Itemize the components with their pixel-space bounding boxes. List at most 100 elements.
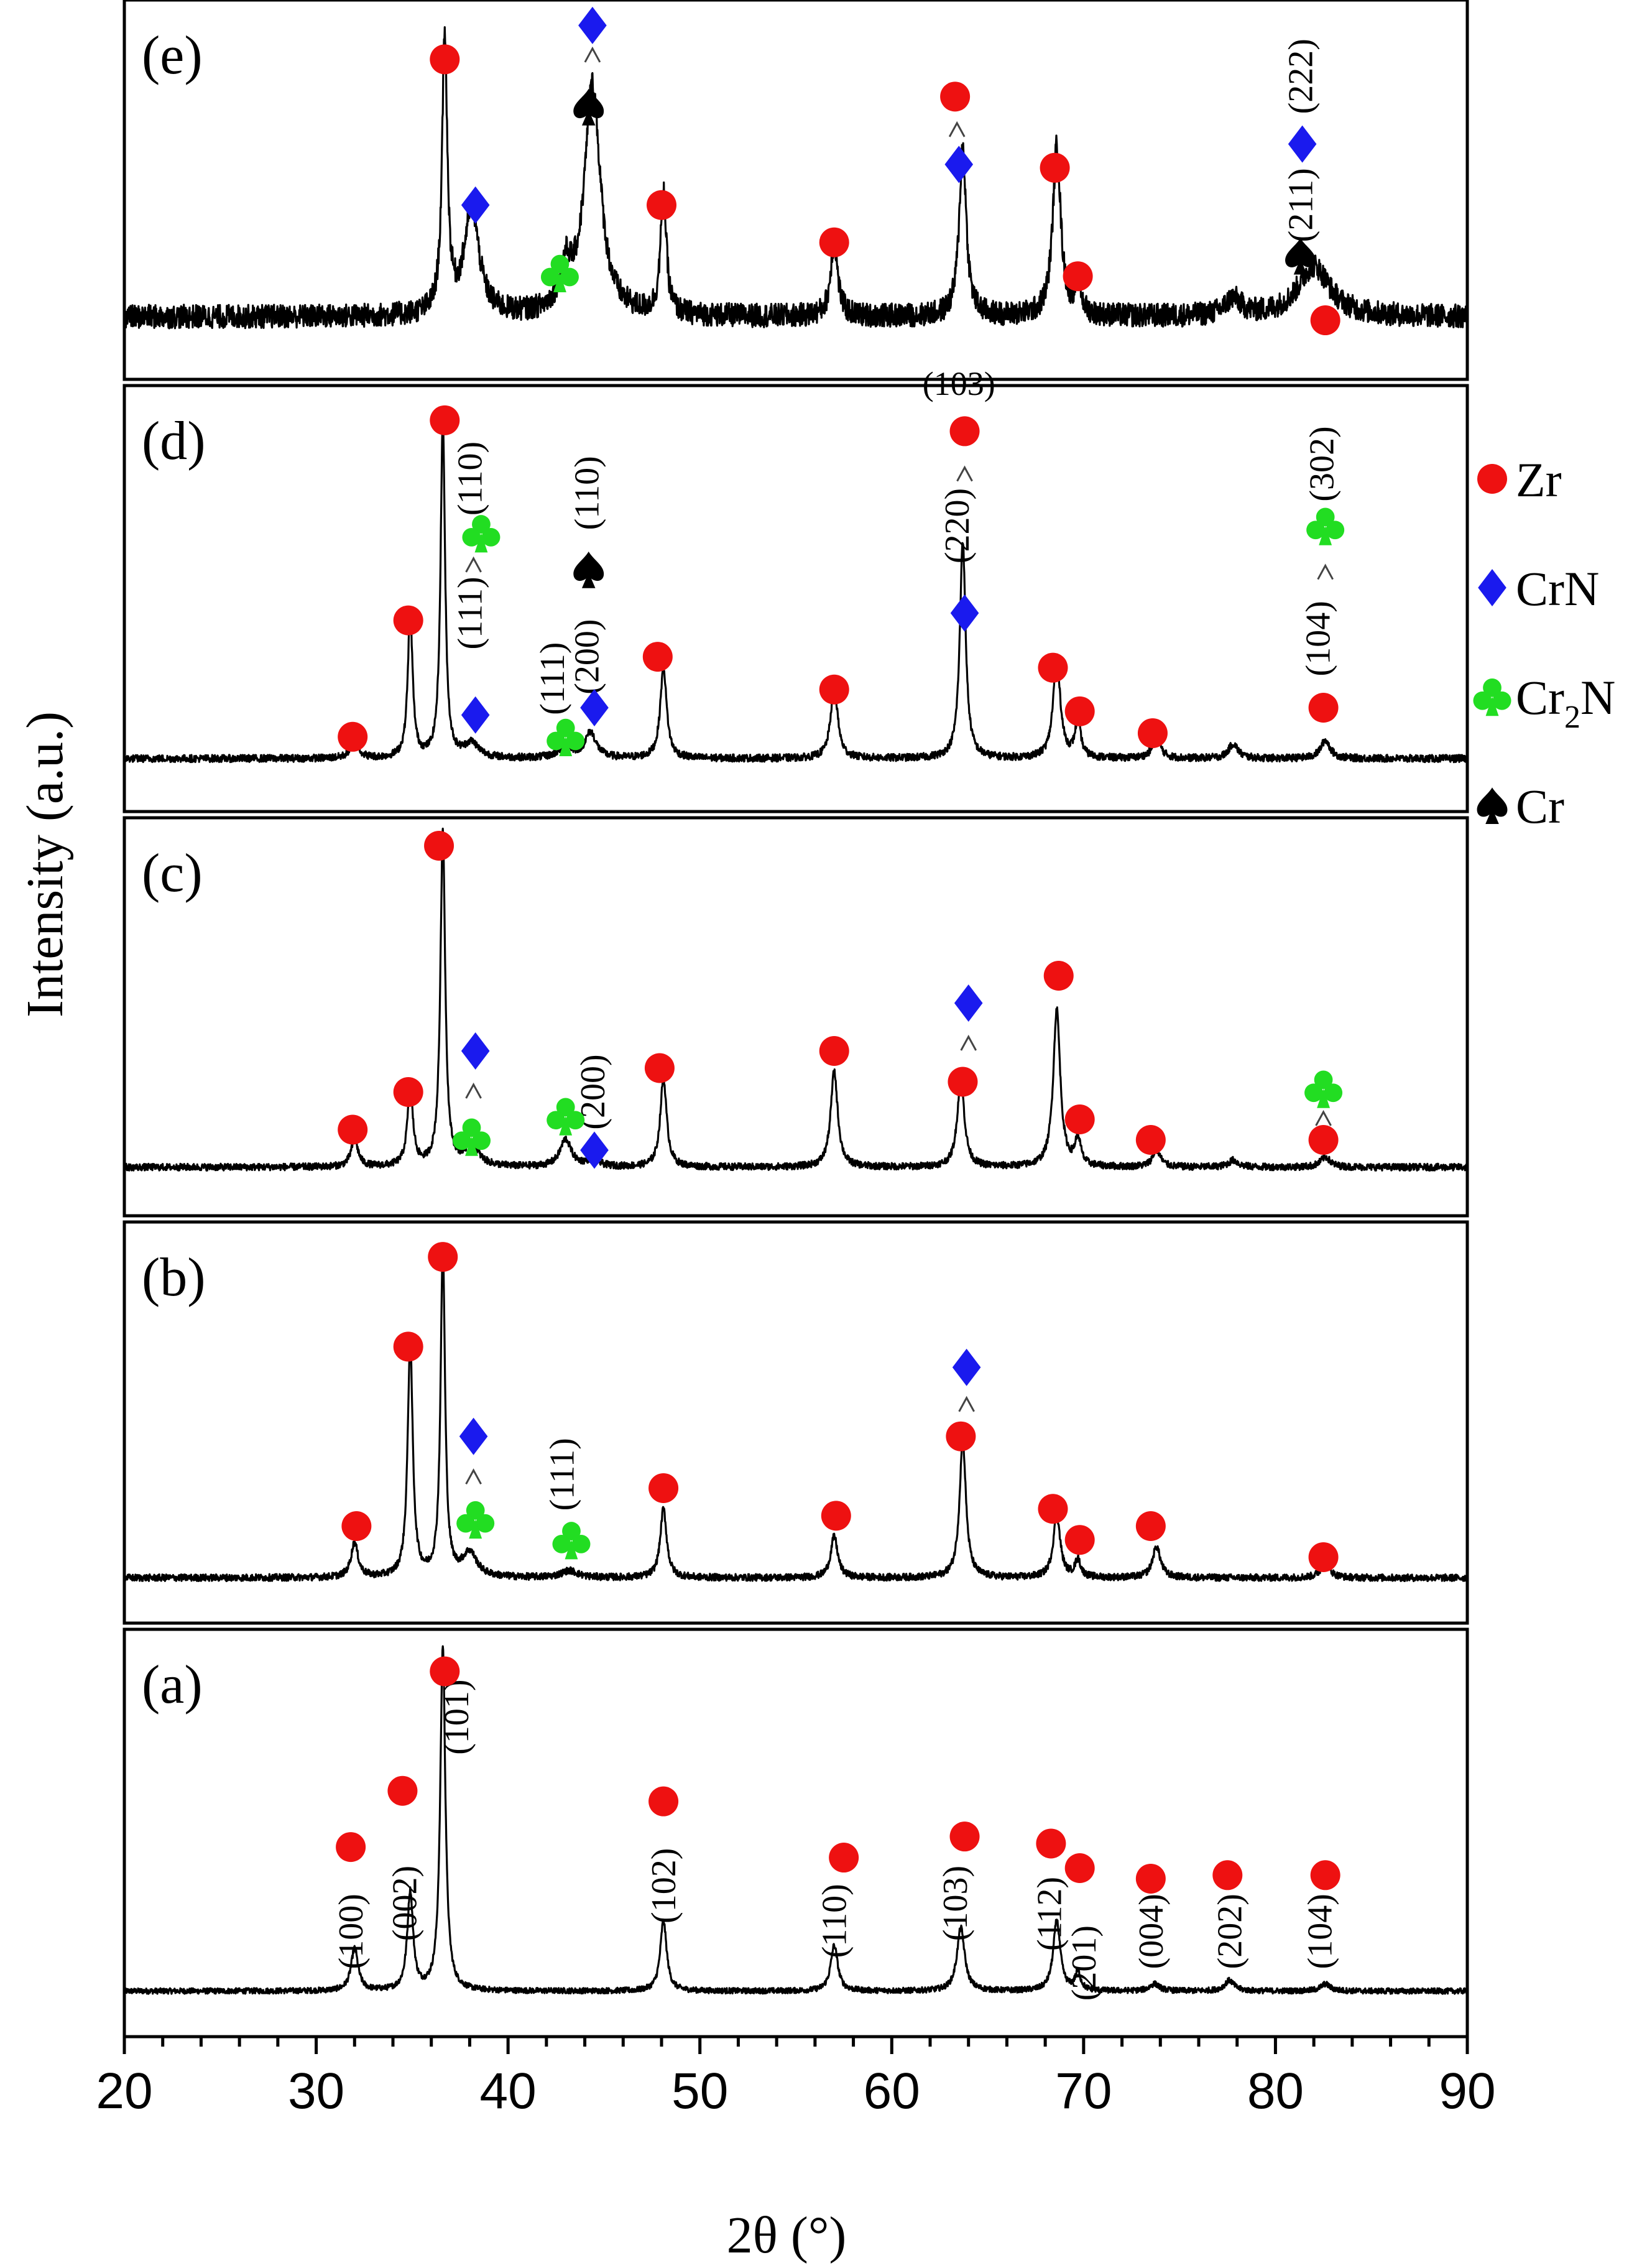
marker-zr <box>821 1501 851 1531</box>
marker-zr <box>949 416 980 447</box>
x-axis-label: 2θ (°) <box>727 2206 847 2264</box>
hkl-label: (202) <box>1211 1894 1249 1969</box>
marker-zr <box>1040 152 1070 183</box>
marker-cr2n <box>1304 1070 1343 1108</box>
overlap-caret <box>960 1034 977 1051</box>
marker-cr <box>573 551 604 588</box>
marker-zr <box>948 1067 978 1097</box>
hkl-label: (104) <box>1299 601 1337 676</box>
hkl-label: (111) <box>451 576 489 649</box>
legend-label: Cr <box>1516 779 1564 833</box>
overlap-caret <box>948 121 966 137</box>
panel-d: (d)(111)(110)(111)(200)(110) (220)(104)(3… <box>122 365 1469 813</box>
x-tick-label: 60 <box>864 2063 920 2119</box>
marker-zr <box>644 1053 675 1083</box>
marker-cr2n <box>547 1098 585 1136</box>
marker-zr <box>1310 1860 1340 1891</box>
x-tick-label: 30 <box>288 2063 344 2119</box>
marker-zr <box>819 674 849 705</box>
x-tick-label: 50 <box>671 2063 728 2119</box>
hkl-label: (103) <box>936 1866 975 1941</box>
marker-zr <box>940 81 971 112</box>
marker-zr <box>387 1775 418 1806</box>
marker-cr <box>573 88 604 126</box>
marker-zr <box>1064 696 1095 726</box>
overlap-caret <box>584 46 601 63</box>
marker-cr2n <box>462 515 501 553</box>
marker-cr2n <box>540 254 579 292</box>
legend-crn-icon <box>1478 569 1506 606</box>
legend: Zr CrN Cr2N Cr <box>1473 453 1615 833</box>
marker-zr <box>949 1821 980 1852</box>
overlap-caret <box>465 556 482 573</box>
marker-cr2n <box>547 718 585 756</box>
x-tick-label: 40 <box>480 2063 537 2119</box>
marker-zr <box>648 1786 679 1817</box>
marker-zr <box>1310 305 1340 336</box>
marker-crn <box>461 696 490 734</box>
hkl-label: (004) <box>1132 1894 1171 1969</box>
overlap-caret <box>1315 1109 1332 1126</box>
legend-item-cr: Cr <box>1477 779 1564 833</box>
hkl-label: (100) <box>332 1894 371 1969</box>
hkl-label: (110) <box>451 442 489 516</box>
marker-zr <box>819 227 849 257</box>
y-axis-label: Intensity (a.u.) <box>16 711 74 1017</box>
marker-zr <box>428 1242 458 1272</box>
panel-a: (a)(100) (002)(101)(102) (110) (103) (112)(2… <box>122 1627 1469 2039</box>
overlap-caret <box>958 1396 975 1412</box>
hkl-label: (102) <box>645 1848 683 1923</box>
legend-item-crn: CrN <box>1478 562 1599 616</box>
panel-frame <box>122 384 1469 813</box>
legend-cr2n-icon <box>1473 678 1511 716</box>
x-tick-label: 20 <box>96 2063 152 2119</box>
panel-c: (c)(200) <box>122 816 1469 1218</box>
legend-item-zr: Zr <box>1477 453 1562 507</box>
hkl-label: (222) <box>1282 39 1321 114</box>
marker-zr <box>393 1077 423 1107</box>
pattern-line-a <box>123 1645 1469 1995</box>
marker-cr2n <box>552 1522 591 1560</box>
marker-crn <box>952 1348 981 1386</box>
hkl-label: (200) <box>568 619 607 694</box>
marker-zr <box>393 605 423 636</box>
pattern-line-d <box>123 418 1469 764</box>
marker-cr2n <box>456 1501 495 1539</box>
marker-zr <box>430 44 460 75</box>
marker-zr <box>1064 1853 1095 1883</box>
marker-crn <box>459 1417 488 1455</box>
hkl-label: (111) <box>533 642 572 715</box>
pattern-line-c <box>123 827 1469 1172</box>
overlap-caret <box>465 1082 482 1099</box>
marker-crn <box>1288 125 1317 163</box>
marker-zr <box>393 1331 423 1362</box>
hkl-label: (103) <box>923 365 995 402</box>
overlap-caret <box>956 465 973 482</box>
panel-label-e: (e) <box>142 25 203 86</box>
legend-label: Zr <box>1516 453 1562 507</box>
marker-zr <box>336 1832 366 1863</box>
marker-zr <box>1038 1494 1068 1524</box>
marker-zr <box>829 1843 859 1873</box>
marker-zr <box>1038 652 1068 683</box>
hkl-label: (002) <box>386 1866 425 1941</box>
legend-item-cr2n: Cr2N <box>1473 670 1615 735</box>
marker-zr <box>946 1421 976 1451</box>
x-tick-label: 90 <box>1439 2063 1495 2119</box>
marker-crn <box>954 984 983 1022</box>
overlap-caret <box>1317 563 1334 580</box>
hkl-label: (110) <box>568 456 607 530</box>
marker-zr <box>1212 1860 1243 1891</box>
overlap-caret <box>465 1468 482 1485</box>
hkl-label: (110) <box>816 1884 854 1958</box>
marker-cr2n <box>453 1118 491 1156</box>
marker-crn <box>944 146 974 183</box>
marker-zr <box>819 1036 849 1066</box>
hkl-label: (112) <box>1030 1877 1069 1951</box>
marker-zr <box>424 831 454 861</box>
marker-zr <box>647 190 676 220</box>
marker-cr2n <box>1306 507 1345 545</box>
panel-frame <box>122 1220 1469 1625</box>
panel-label-c: (c) <box>142 843 203 904</box>
